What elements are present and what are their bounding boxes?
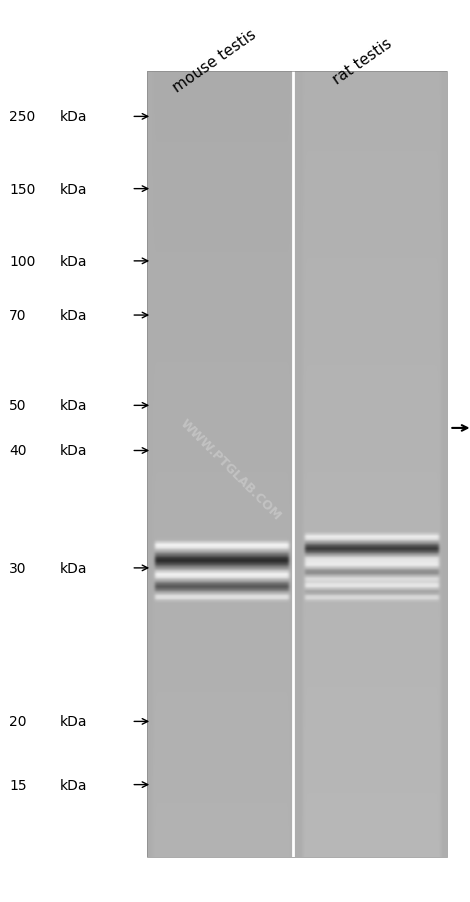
Text: kDa: kDa bbox=[60, 110, 87, 124]
Text: kDa: kDa bbox=[60, 182, 87, 197]
Text: kDa: kDa bbox=[60, 561, 87, 575]
Text: kDa: kDa bbox=[60, 714, 87, 729]
Text: kDa: kDa bbox=[60, 254, 87, 269]
Text: 250: 250 bbox=[9, 110, 35, 124]
Text: 100: 100 bbox=[9, 254, 36, 269]
Text: mouse testis: mouse testis bbox=[170, 27, 259, 96]
Text: 40: 40 bbox=[9, 444, 27, 458]
Text: kDa: kDa bbox=[60, 399, 87, 413]
Text: 150: 150 bbox=[9, 182, 36, 197]
Text: kDa: kDa bbox=[60, 444, 87, 458]
Text: 15: 15 bbox=[9, 778, 27, 792]
Text: WWW.PTGLAB.COM: WWW.PTGLAB.COM bbox=[177, 416, 283, 522]
Text: 50: 50 bbox=[9, 399, 27, 413]
Text: 70: 70 bbox=[9, 308, 27, 323]
Text: 20: 20 bbox=[9, 714, 27, 729]
Text: 30: 30 bbox=[9, 561, 27, 575]
Bar bbox=[148, 72, 447, 857]
Text: kDa: kDa bbox=[60, 308, 87, 323]
Text: kDa: kDa bbox=[60, 778, 87, 792]
Text: rat testis: rat testis bbox=[330, 36, 394, 87]
